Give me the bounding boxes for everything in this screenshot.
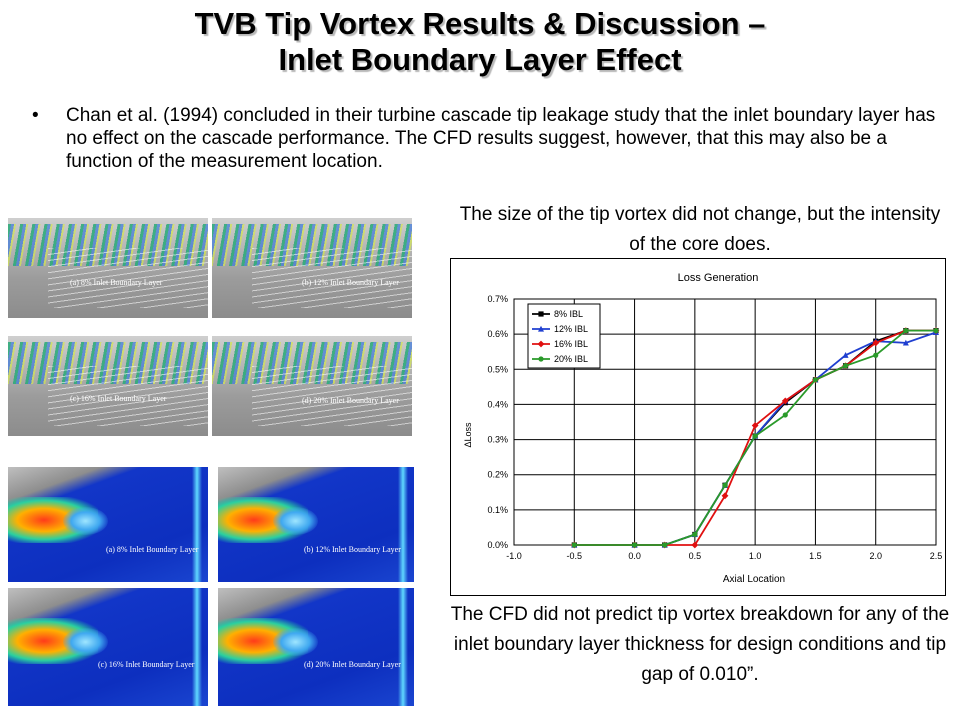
data-point [902, 339, 909, 346]
x-axis-label: Axial Location [723, 574, 785, 585]
data-point [571, 542, 577, 548]
series-line [574, 329, 936, 546]
bullet-text: Chan et al. (1994) concluded in their tu… [66, 105, 936, 172]
data-point [721, 492, 729, 500]
y-tick-label: 0.0% [487, 540, 508, 550]
y-tick-label: 0.4% [487, 399, 508, 409]
title-line-2: Inlet Boundary Layer Effect [278, 42, 682, 77]
contour-panel-c: (c) 16% Inlet Boundary Layer [8, 588, 208, 706]
caption-bottom: The CFD did not predict tip vortex break… [450, 604, 950, 685]
x-tick-label: 0.0 [628, 551, 641, 561]
data-point [933, 328, 939, 334]
title-line-1: TVB Tip Vortex Results & Discussion – [194, 6, 766, 41]
grid [513, 298, 937, 546]
series-lines [570, 327, 940, 549]
panel-label: (c) 16% Inlet Boundary Layer [70, 394, 167, 403]
data-point [722, 482, 728, 488]
loss-generation-chart: Loss Generation Axial Location ΔLoss -1.… [450, 258, 946, 596]
x-tick-label: -1.0 [506, 551, 522, 561]
contour-panel-d: (d) 20% Inlet Boundary Layer [218, 588, 414, 706]
contour-panel-a: (a) 8% Inlet Boundary Layer [8, 467, 208, 582]
chart-svg: Loss Generation Axial Location ΔLoss -1.… [463, 272, 942, 585]
slide-title: TVB Tip Vortex Results & Discussion – In… [0, 6, 960, 78]
panel-label: (a) 8% Inlet Boundary Layer [70, 278, 163, 287]
y-tick-label: 0.3% [487, 435, 508, 445]
x-tick-label: 2.5 [930, 551, 943, 561]
bullet-point: • Chan et al. (1994) concluded in their … [32, 104, 947, 173]
caption-top: The size of the tip vortex did not chang… [459, 204, 941, 255]
series-4 [571, 328, 939, 548]
streamline-panel-b: (b) 12% Inlet Boundary Layer [212, 218, 412, 318]
data-point [538, 325, 544, 332]
x-tick-label: 1.0 [749, 551, 762, 561]
streamline-panel-c: (c) 16% Inlet Boundary Layer [8, 336, 208, 436]
legend-label: 12% IBL [554, 324, 588, 334]
chart-title: Loss Generation [678, 272, 759, 284]
data-point [842, 363, 849, 369]
legend-label: 8% IBL [554, 309, 583, 319]
data-point [662, 542, 668, 548]
y-tick-label: 0.1% [487, 505, 508, 515]
data-point [692, 531, 698, 538]
panel-label: (d) 20% Inlet Boundary Layer [302, 396, 399, 405]
legend-label: 20% IBL [554, 354, 588, 364]
data-point [752, 433, 758, 439]
data-point [538, 356, 544, 362]
y-tick-label: 0.6% [487, 329, 508, 339]
bullet-icon: • [32, 105, 39, 126]
panel-label: (a) 8% Inlet Boundary Layer [106, 545, 199, 554]
data-point [782, 412, 788, 418]
y-tick-label: 0.2% [487, 470, 508, 480]
data-point [903, 328, 909, 334]
y-axis-label: ΔLoss [463, 422, 473, 448]
streamline-panel-a: (a) 8% Inlet Boundary Layer [8, 218, 208, 318]
data-point [538, 311, 544, 317]
y-tick-label: 0.7% [487, 294, 508, 304]
contour-panel-b: (b) 12% Inlet Boundary Layer [218, 467, 414, 582]
legend-label: 16% IBL [554, 339, 588, 349]
panel-label: (b) 12% Inlet Boundary Layer [304, 545, 401, 554]
x-tick-label: 1.5 [809, 551, 822, 561]
data-point [812, 377, 819, 383]
panel-label: (c) 16% Inlet Boundary Layer [98, 660, 195, 669]
legend: 8% IBL 12% IBL 16% IBL 20% IBL [527, 303, 601, 369]
data-point [691, 541, 699, 549]
x-tick-label: 0.5 [689, 551, 702, 561]
tick-labels: -1.0 -0.5 0.0 0.5 1.0 1.5 2.0 2.5 0.0% 0.1% 0.2% 0.… [487, 294, 942, 561]
x-tick-label: 2.0 [869, 551, 882, 561]
data-point [537, 340, 545, 348]
data-point [842, 352, 849, 358]
y-tick-label: 0.5% [487, 364, 508, 374]
data-point [751, 422, 759, 429]
data-point [873, 352, 879, 358]
data-point [631, 542, 638, 548]
streamline-panel-d: (d) 20% Inlet Boundary Layer [212, 336, 412, 436]
panel-label: (b) 12% Inlet Boundary Layer [302, 278, 399, 287]
x-tick-label: -0.5 [567, 551, 583, 561]
panel-label: (d) 20% Inlet Boundary Layer [304, 660, 401, 669]
